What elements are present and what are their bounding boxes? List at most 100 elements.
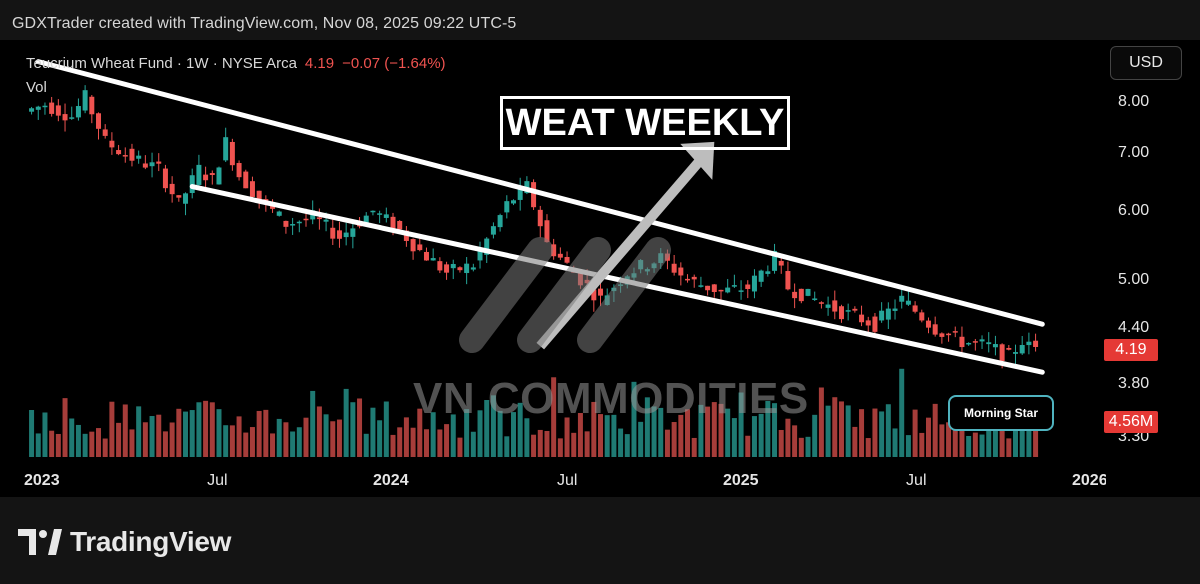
volume-bar: [69, 418, 75, 457]
volume-bar: [711, 402, 717, 457]
currency-button[interactable]: USD: [1110, 46, 1182, 80]
y-tick-label: 5.00: [1118, 271, 1150, 289]
candle-body: [303, 218, 309, 221]
volume-bar: [403, 417, 409, 457]
volume-bar: [778, 429, 784, 457]
candle-body: [691, 276, 697, 280]
candle-body: [330, 227, 336, 239]
candle-body: [798, 288, 804, 302]
candle-body: [1026, 341, 1032, 346]
volume-bar: [557, 438, 563, 457]
volume-bar: [490, 395, 496, 457]
candle-body: [116, 150, 122, 155]
candle-body: [758, 270, 764, 282]
volume-bar: [423, 429, 429, 457]
volume-bar: [149, 416, 155, 457]
candle-body: [283, 220, 289, 227]
candle-body: [457, 267, 463, 271]
x-tick-label: 2025: [722, 472, 759, 489]
candle-body: [818, 302, 824, 304]
candle-body: [383, 214, 389, 218]
candle-body: [671, 263, 677, 273]
candle-body: [919, 312, 925, 321]
volume-bar: [845, 405, 851, 457]
volume-bar: [658, 407, 664, 457]
candle-body: [892, 308, 898, 311]
volume-bar: [75, 424, 81, 457]
volume-bar: [812, 414, 818, 457]
volume-bar: [651, 406, 657, 457]
volume-bar: [256, 410, 262, 457]
volume-bar: [751, 416, 757, 457]
volume-bar: [551, 377, 557, 457]
candle-body: [42, 105, 48, 108]
candle-body: [778, 260, 784, 266]
volume-bar: [618, 428, 624, 457]
volume-bar: [142, 422, 148, 457]
candle-body: [249, 181, 255, 197]
candle-body: [966, 342, 972, 345]
y-tick-label: 7.00: [1118, 143, 1150, 161]
volume-bar: [203, 400, 209, 457]
volume-bar: [283, 422, 289, 457]
candle-body: [49, 102, 55, 114]
candle-body: [75, 106, 81, 118]
watermark-logo-stroke: [577, 237, 671, 353]
volume-bar: [236, 416, 242, 457]
candle-body: [738, 290, 744, 292]
candle-body: [243, 171, 249, 189]
volume-bar: [122, 404, 128, 457]
candle-body: [156, 161, 162, 164]
volume-bar: [470, 431, 476, 457]
volume-bar: [410, 427, 416, 457]
candle-body: [62, 114, 68, 121]
morning-star-callout: Morning Star: [948, 395, 1054, 431]
volume-bar: [270, 433, 276, 457]
candle-body: [865, 320, 871, 326]
candle-body: [276, 211, 282, 216]
candle-body: [203, 174, 209, 181]
candle-body: [959, 336, 965, 348]
volume-bar: [946, 422, 952, 457]
volume-bar: [611, 414, 617, 457]
candle-body: [879, 310, 885, 321]
volume-bar: [290, 431, 296, 457]
volume-bar: [430, 412, 436, 457]
candle-body: [939, 333, 945, 337]
candle-body: [1013, 352, 1019, 354]
volume-bar: [464, 409, 470, 457]
volume-bar: [42, 412, 48, 457]
volume-bar: [544, 431, 550, 457]
candle-body: [825, 304, 831, 308]
candle-body: [1033, 340, 1039, 347]
candle-body: [69, 117, 75, 119]
volume-bar: [738, 392, 744, 457]
candle-body: [96, 113, 102, 129]
volume-bar: [718, 403, 724, 457]
volume-bar: [952, 415, 958, 457]
candle-body: [316, 217, 322, 220]
candle-body: [1006, 347, 1012, 350]
watermark-logo-stroke: [459, 237, 553, 353]
candle-body: [751, 275, 757, 292]
candle-body: [557, 253, 563, 258]
volume-bar: [397, 427, 403, 457]
volume-bar: [249, 427, 255, 457]
tradingview-logo[interactable]: TradingView: [18, 526, 231, 558]
candle-body: [1019, 345, 1025, 354]
candle-body: [785, 271, 791, 290]
volume-bar: [531, 434, 537, 457]
volume-bar: [919, 432, 925, 457]
candle-body: [685, 278, 691, 281]
volume-bar: [510, 412, 516, 457]
volume-bar: [457, 437, 463, 457]
chart-header-bar: GDXTrader created with TradingView.com, …: [0, 0, 1200, 40]
candle-body: [122, 155, 128, 157]
candle-body: [999, 344, 1005, 362]
volume-bar: [792, 425, 798, 457]
candle-body: [477, 250, 483, 261]
candle-body: [109, 140, 115, 148]
volume-bar: [176, 408, 182, 457]
volume-bar: [664, 429, 670, 457]
